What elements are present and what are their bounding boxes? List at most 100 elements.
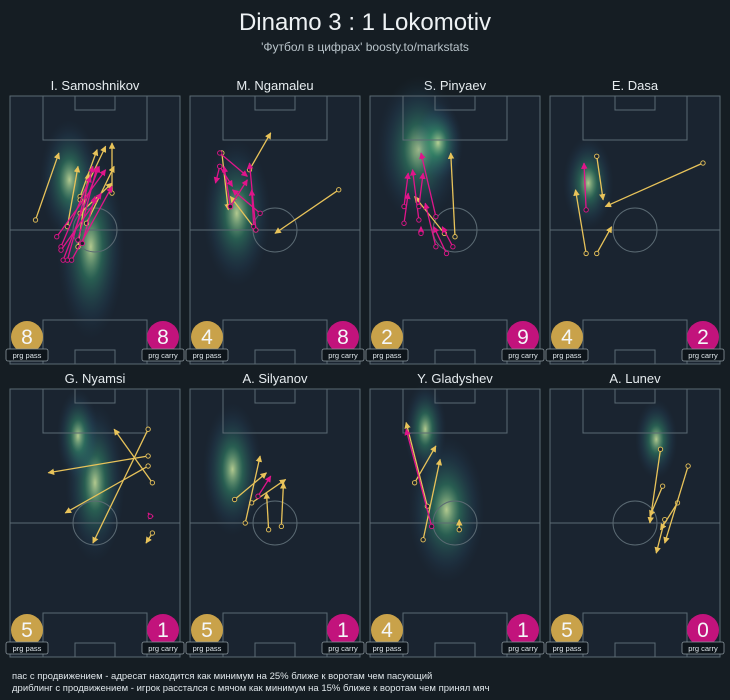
prg-carry-label: prg carry [508,644,538,653]
progressive-carry-arrow [246,162,257,231]
prg-carry-label: prg carry [688,644,718,653]
progressive-carry-arrow-origin [255,493,261,499]
progressive-carry-arrow-origin [253,227,259,233]
progressive-pass-arrow [251,478,287,504]
progressive-carry-arrow-origin [147,513,153,519]
center-circle [432,500,478,546]
progressive-pass-arrow [113,428,153,484]
prg-carry-label-box [681,348,725,362]
prg-carry-count: 1 [517,619,529,642]
progressive-carry-arrow-origin [58,247,64,253]
prg-carry-count: 2 [697,326,709,349]
progressive-carry-arrow [418,172,426,207]
prg-pass-label: prg pass [193,351,222,360]
progressive-pass-arrow [263,492,271,530]
prg-carry-label-box [141,348,185,362]
prg-pass-badge [11,321,43,353]
progressive-carry-arrow-origin [433,244,439,250]
progressive-pass-arrow-origin [594,250,600,257]
progressive-pass-arrow [64,465,149,514]
prg-carry-count: 1 [337,619,349,642]
prg-pass-badge [551,614,583,646]
progressive-pass-arrow-origin [278,523,285,529]
progressive-carry-arrow-origin [75,237,81,243]
heat-zone [202,139,271,287]
prg-pass-badge [371,321,403,353]
prg-carry-label-box [321,641,365,655]
center-circle [612,500,658,546]
prg-carry-badge [327,614,359,646]
progressive-carry-arrow [441,226,454,248]
progressive-carry-arrow [60,192,102,251]
progressive-pass-arrow-origin [659,483,666,489]
progressive-carry-arrow-origin [418,230,424,237]
progressive-carry-arrow-origin [227,203,234,210]
progressive-pass-arrow [274,189,340,234]
progressive-pass-arrow-origin [657,446,664,452]
progressive-pass-arrow-origin [231,496,238,503]
prg-carry-label: prg carry [688,351,718,360]
progressive-carry-arrow-origin [217,150,223,156]
prg-carry-badge [687,321,719,353]
prg-pass-label: prg pass [373,644,402,653]
prg-carry-count: 0 [697,619,709,642]
progressive-pass-arrow [229,195,257,231]
progressive-carry-arrow [213,166,221,184]
prg-carry-count: 9 [517,326,529,349]
progressive-pass-arrow [234,472,267,501]
player-panel: A. Silyanov 5 prg pass 1 prg carry [185,371,365,658]
prg-carry-badge [507,321,539,353]
progressive-pass-arrow [92,428,149,544]
prg-carry-count: 1 [157,619,169,642]
player-name: A. Silyanov [242,371,308,386]
top-goal-box [74,388,116,404]
prg-carry-label-box [681,641,725,655]
prg-pass-label-box [545,348,589,362]
prg-carry-label: prg carry [328,351,358,360]
prg-carry-label-box [501,348,545,362]
progressive-carry-arrow [581,162,588,210]
bottom-goal-box [74,349,116,365]
bottom-goal-box [74,642,116,658]
progressive-pass-arrow-origin [32,217,39,223]
progressive-pass-arrow [596,156,606,201]
prg-pass-label-box [365,641,409,655]
prg-pass-count: 5 [561,619,573,642]
progressive-pass-arrow [663,465,689,544]
prg-carry-badge [687,614,719,646]
prg-pass-label-box [185,641,229,655]
prg-pass-label: prg pass [553,351,582,360]
progressive-carry-arrow-origin [68,257,75,263]
progressive-carry-arrow-origin [64,257,71,263]
top-goal-box [434,388,476,404]
center-circle [432,207,478,253]
center-circle [72,207,118,253]
heat-zone [404,382,447,477]
progressive-carry-arrow [423,202,437,247]
progressive-carry-arrow-origin [450,244,456,250]
progressive-pass-arrow-origin [583,250,589,257]
top-goal-box [74,95,116,111]
player-panel: E. Dasa 4 prg pass 2 prg carry [545,78,725,365]
bottom-goal-box [434,349,476,365]
progressive-pass-arrow [221,152,231,211]
footer-carry-definition: дриблинг с продвижением - игрок рассталс… [12,683,490,694]
top-goal-box [254,95,296,111]
progressive-carry-arrow-origin [443,250,450,257]
progressive-pass-arrow-origin [452,234,458,240]
bottom-goal-box [254,642,296,658]
progressive-carry-arrow [403,192,411,224]
prg-carry-label: prg carry [148,351,178,360]
progressive-pass-arrow [659,502,679,531]
center-circle [252,500,298,546]
heat-zone [562,136,614,231]
prg-carry-label: prg carry [508,351,538,360]
bottom-goal-box [614,642,656,658]
progressive-carry-arrow [257,475,272,497]
progressive-carry-arrow [66,165,95,261]
prg-carry-badge [507,614,539,646]
progressive-carry-arrow-origin [257,210,263,216]
player-panel: G. Nyamsi 5 prg pass 1 prg carry [5,371,185,658]
progressive-carry-arrow [56,169,107,238]
